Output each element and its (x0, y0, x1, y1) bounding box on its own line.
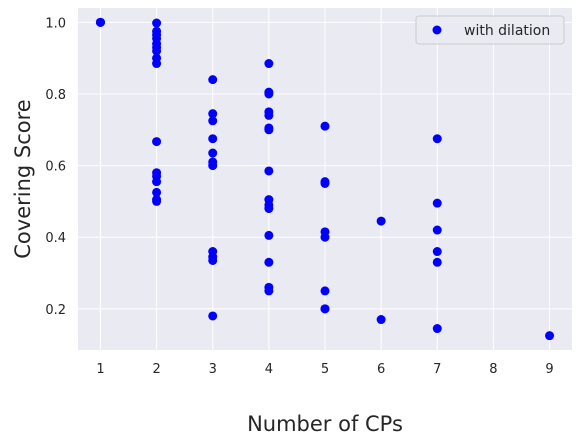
data-point (152, 187, 162, 197)
data-point (208, 109, 218, 119)
legend-box (415, 15, 565, 45)
data-point (320, 304, 330, 314)
data-point (264, 110, 274, 120)
data-point (432, 134, 442, 144)
data-point (208, 161, 218, 171)
x-tick-label: 9 (545, 362, 553, 377)
data-point (264, 257, 274, 267)
data-point (152, 196, 162, 206)
data-point (152, 18, 162, 28)
x-tick-label: 2 (152, 362, 160, 377)
data-point (432, 247, 442, 257)
y-tick-label: 0.8 (45, 88, 66, 103)
data-point (432, 324, 442, 334)
data-points (95, 17, 555, 341)
data-point (545, 331, 555, 341)
data-point (264, 125, 274, 135)
y-axis-title: Covering Score (11, 99, 35, 258)
data-point (376, 315, 386, 325)
data-point (95, 17, 105, 27)
data-point (152, 46, 162, 56)
data-point (208, 311, 218, 321)
y-tick-labels: 0.2 0.4 0.6 0.8 1.0 (45, 16, 66, 317)
x-tick-label: 5 (321, 362, 329, 377)
data-point (208, 75, 218, 85)
data-point (152, 137, 162, 147)
data-point (432, 225, 442, 235)
data-point (208, 255, 218, 265)
y-tick-label: 0.2 (45, 303, 66, 318)
y-tick-label: 0.6 (45, 160, 66, 175)
data-point (264, 204, 274, 214)
data-point (264, 286, 274, 296)
data-point (208, 116, 218, 126)
x-tick-label: 4 (265, 362, 273, 377)
data-point (264, 230, 274, 240)
data-point (264, 89, 274, 99)
data-point (152, 177, 162, 187)
x-tick-label: 1 (96, 362, 104, 377)
x-tick-label: 6 (377, 362, 385, 377)
data-point (320, 286, 330, 296)
data-point (264, 59, 274, 69)
data-point (320, 178, 330, 188)
x-tick-label: 7 (433, 362, 441, 377)
data-point (432, 198, 442, 208)
legend: with dilation (415, 15, 565, 45)
data-point (152, 59, 162, 69)
legend-label: with dilation (464, 23, 550, 39)
data-point (320, 121, 330, 131)
x-tick-label: 3 (209, 362, 217, 377)
legend-marker (432, 25, 442, 35)
x-tick-labels: 1 2 3 4 5 6 7 8 9 (96, 362, 553, 377)
data-point (208, 134, 218, 144)
data-point (264, 166, 274, 176)
x-axis-title: Number of CPs (247, 412, 403, 436)
y-tick-label: 1.0 (45, 16, 66, 31)
data-point (208, 148, 218, 158)
y-tick-label: 0.4 (45, 231, 66, 246)
data-point (376, 216, 386, 226)
data-point (432, 257, 442, 267)
x-tick-label: 8 (489, 362, 497, 377)
data-point (320, 232, 330, 242)
